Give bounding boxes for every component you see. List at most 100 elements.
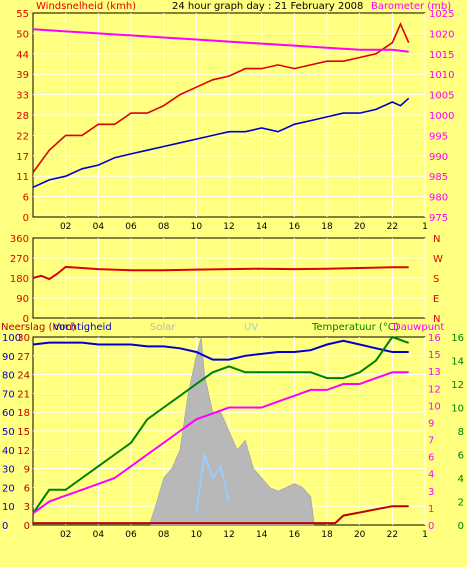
temp-x-tick: 02 [60, 530, 71, 540]
barometer-y-tick: 985 [429, 172, 448, 183]
rain-y-tick: 15 [17, 427, 30, 438]
wind-y-tick: 11 [16, 172, 29, 183]
dewpoint-y-tick: 3 [428, 487, 434, 498]
wind-x-tick: 1 [422, 222, 428, 232]
temperature-y-tick: 12 [451, 380, 464, 391]
dewpoint-y-tick: 16 [428, 333, 441, 344]
series-line-windsnelheid [32, 22, 410, 173]
series-line-barometer [32, 28, 409, 53]
wind-y-tick: 50 [16, 29, 29, 40]
humidity-y-tick: 70 [2, 389, 15, 400]
wind-x-tick: 10 [191, 222, 203, 232]
direction-y-tick: 270 [10, 254, 29, 265]
dewpoint-y-tick: 7 [428, 436, 434, 447]
wind-x-tick: 08 [158, 222, 170, 232]
humidity-y-tick: 0 [2, 521, 8, 532]
wind-y-tick: 22 [16, 131, 29, 142]
dewpoint-axis-title: Dauwpunt [393, 322, 444, 333]
wind-barometer-panel: 02 04 06 08 10 12 14 16 18 20 22 106111722283339445… [16, 1, 454, 232]
rain-y-tick: 12 [17, 446, 30, 457]
barometer-y-tick: 1020 [429, 29, 454, 40]
barometer-y-tick: 975 [429, 213, 448, 224]
wind-y-tick: 6 [23, 193, 29, 204]
humidity-y-tick: 80 [2, 371, 15, 382]
dewpoint-y-tick: 9 [428, 418, 434, 429]
wind-x-tick: 16 [289, 222, 301, 232]
series-area-solar [150, 336, 315, 526]
uv-axis-title: UV [244, 322, 258, 333]
direction-letter: N [433, 234, 440, 245]
temperature-y-tick: 0 [458, 521, 464, 532]
temperature-y-tick: 2 [458, 498, 464, 509]
temperature-y-tick: 8 [458, 427, 464, 438]
series-line-winddirection [32, 265, 409, 281]
temp-x-tick: 12 [223, 530, 234, 540]
dewpoint-y-tick: 0 [428, 521, 434, 532]
temperature-y-tick: 4 [458, 474, 464, 485]
series-line-vochtigheid [32, 339, 409, 361]
wind-y-tick: 33 [16, 91, 29, 102]
direction-letter: S [433, 274, 439, 285]
wind-x-tick: 18 [321, 222, 333, 232]
wind-y-tick: 55 [16, 9, 29, 20]
rain-y-tick: 24 [17, 371, 30, 382]
direction-letter: E [433, 294, 439, 305]
wind-y-tick: 39 [16, 70, 29, 81]
wind-x-tick: 06 [125, 222, 137, 232]
temp-x-tick: 20 [354, 530, 366, 540]
temp-x-tick: 10 [191, 530, 203, 540]
dewpoint-y-tick: 10 [428, 401, 441, 412]
solar-axis-title: Solar [150, 322, 176, 333]
dewpoint-y-tick: 1 [428, 504, 434, 515]
temperature-axis-title: Temperatuur (°C) [311, 322, 399, 333]
wind-x-tick: 04 [93, 222, 105, 232]
temp-x-tick: 06 [125, 530, 137, 540]
direction-y-tick: 360 [10, 234, 29, 245]
humidity-y-tick: 60 [2, 408, 15, 419]
dewpoint-y-tick: 4 [428, 470, 434, 481]
direction-y-tick: 180 [10, 274, 29, 285]
wind-x-tick: 12 [223, 222, 234, 232]
rain-y-tick: 27 [17, 352, 30, 363]
barometer-y-tick: 995 [429, 131, 448, 142]
temperature-y-tick: 16 [451, 333, 464, 344]
temp-plot-ticks: 02 04 06 08 10 12 14 16 18 20 22 101020304050607080… [2, 333, 464, 540]
temp-x-tick: 14 [256, 530, 268, 540]
temp-x-tick: 08 [158, 530, 170, 540]
wind-x-tick: 20 [354, 222, 366, 232]
wind-plot-series [32, 22, 410, 189]
barometer-y-tick: 1000 [429, 111, 454, 122]
direction-plot-series [32, 265, 409, 281]
dewpoint-y-tick: 13 [428, 367, 441, 378]
barometer-axis-title: Barometer (mb) [371, 1, 451, 12]
humidity-y-tick: 40 [2, 446, 15, 457]
humidity-axis-title: Vochtigheid [53, 322, 112, 333]
rain-y-tick: 0 [24, 521, 30, 532]
series-line-dauwpunt [32, 371, 409, 515]
humidity-y-tick: 20 [2, 483, 15, 494]
rain-y-tick: 18 [17, 408, 30, 419]
dewpoint-y-tick: 12 [428, 384, 441, 395]
humidity-y-tick: 90 [2, 352, 15, 363]
direction-letter: N [433, 314, 440, 325]
wind-y-tick: 17 [16, 152, 29, 163]
series-line-neerslag [33, 505, 409, 525]
barometer-y-tick: 1025 [429, 9, 454, 20]
direction-plot-grid [33, 238, 426, 318]
wind-y-tick: 0 [23, 213, 29, 224]
rain-y-tick: 30 [17, 333, 30, 344]
humidity-y-tick: 50 [2, 427, 15, 438]
rain-y-tick: 9 [24, 465, 30, 476]
temp-x-tick: 04 [93, 530, 105, 540]
wind-plot-ticks: 02 04 06 08 10 12 14 16 18 20 22 106111722283339445… [16, 9, 454, 232]
barometer-y-tick: 1005 [429, 91, 454, 102]
direction-letter: W [433, 254, 443, 265]
series-line-temperatuur [32, 335, 410, 514]
temperature-y-tick: 10 [451, 404, 464, 415]
series-line-uv [195, 454, 230, 514]
barometer-y-tick: 990 [429, 152, 448, 163]
wind-y-tick: 28 [16, 111, 29, 122]
